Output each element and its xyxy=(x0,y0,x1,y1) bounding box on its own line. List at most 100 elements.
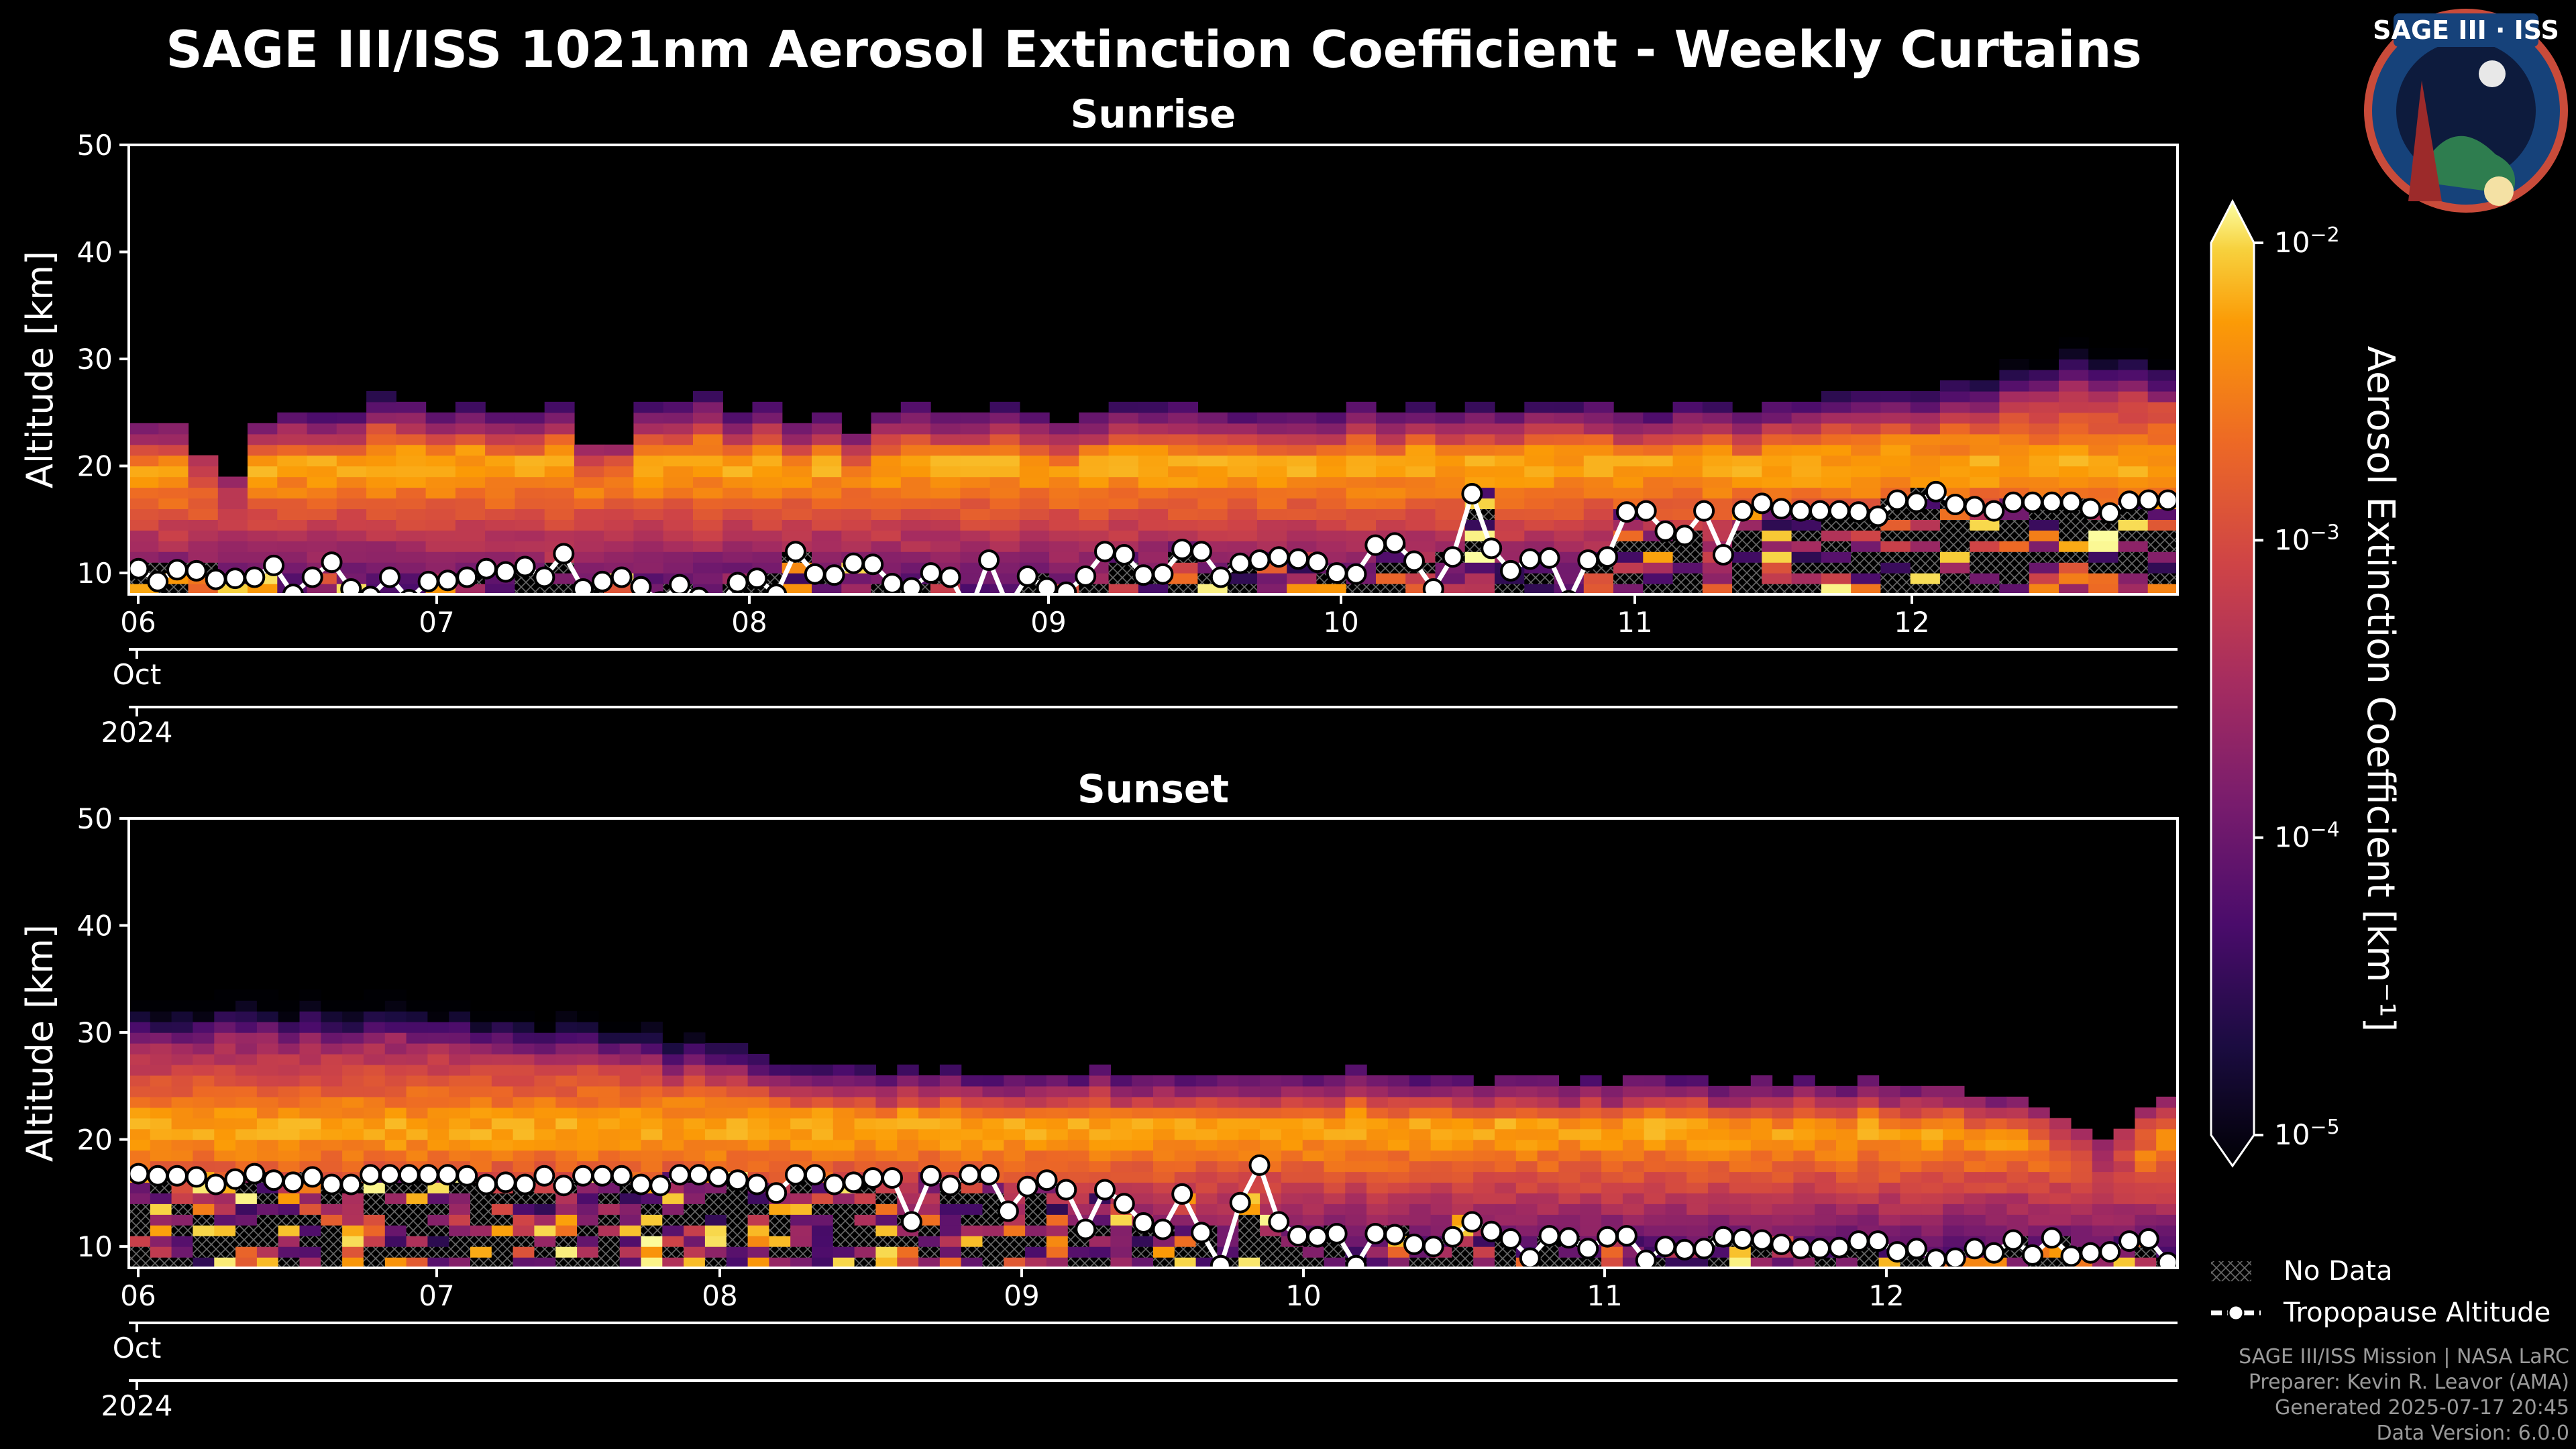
curtain-cell xyxy=(1583,412,1614,424)
curtain-cell xyxy=(1821,530,1851,541)
curtain-cell xyxy=(427,1011,449,1022)
curtain-cell xyxy=(1750,1203,1773,1215)
curtain-cell xyxy=(726,1118,749,1130)
curtain-cell xyxy=(1515,1225,1538,1236)
tropopause-marker xyxy=(476,1173,497,1195)
curtain-cell xyxy=(1260,1128,1282,1140)
curtain-cell xyxy=(1732,433,1762,445)
curtain-cell xyxy=(188,476,219,488)
tropopause-marker xyxy=(166,559,188,581)
curtain-cell xyxy=(1287,476,1318,488)
curtain-cell xyxy=(704,1064,727,1076)
curtain-cell xyxy=(747,1107,769,1119)
curtain-cell xyxy=(1900,1171,1922,1183)
curtain-cell xyxy=(1851,444,1881,456)
curtain-cell xyxy=(278,1193,301,1204)
curtain-cell xyxy=(1644,1150,1666,1162)
curtain-cell xyxy=(406,1085,428,1097)
curtain-cell xyxy=(1601,1246,1623,1258)
curtain-cell xyxy=(1793,1139,1815,1151)
no-data-legend-item: No Data xyxy=(2211,1256,2393,1287)
curtain-cell xyxy=(1019,508,1050,520)
curtain-cell xyxy=(790,1150,812,1162)
no-data-cell xyxy=(1004,1246,1026,1258)
no-data-cell xyxy=(1762,584,1792,594)
curtain-cell xyxy=(1168,573,1198,584)
curtain-cell xyxy=(425,412,456,424)
curtain-cell xyxy=(1366,1161,1389,1173)
no-data-cell xyxy=(726,1225,749,1236)
curtain-cell xyxy=(214,1000,236,1012)
curtain-cell xyxy=(662,1043,684,1055)
curtain-cell xyxy=(900,541,931,552)
curtain-cell xyxy=(598,1118,621,1130)
curtain-cell xyxy=(577,1022,599,1033)
tropopause-marker xyxy=(1268,1211,1290,1233)
curtain-cell xyxy=(1495,519,1525,531)
curtain-cell xyxy=(2049,1203,2072,1215)
no-data-cell xyxy=(918,1225,941,1236)
curtain-cell xyxy=(812,1246,834,1258)
curtain-cell xyxy=(425,433,456,445)
curtain-cell xyxy=(158,444,189,456)
curtain-cell xyxy=(704,1150,727,1162)
curtain-cell xyxy=(752,412,783,424)
curtain-cell xyxy=(619,1107,642,1119)
curtain-cell xyxy=(129,1011,151,1022)
curtain-cell xyxy=(485,584,515,594)
curtain-cell xyxy=(1622,1171,1645,1183)
curtain-cell xyxy=(342,1054,364,1065)
curtain-cell xyxy=(455,519,486,531)
curtain-cell xyxy=(875,1225,898,1236)
curtain-cell xyxy=(1227,541,1258,552)
curtain-cell xyxy=(2113,1257,2135,1268)
curtain-cell xyxy=(150,1085,172,1097)
curtain-cell xyxy=(1019,498,1050,509)
curtain-cell xyxy=(693,487,723,499)
tropopause-marker xyxy=(1674,525,1696,547)
curtain-cell xyxy=(871,508,902,520)
tropopause-marker xyxy=(1770,1233,1792,1255)
curtain-cell xyxy=(782,498,812,509)
curtain-cell xyxy=(171,1011,193,1022)
curtain-cell xyxy=(1921,1214,1943,1226)
curtain-cell xyxy=(1921,1150,1943,1162)
curtain-cell xyxy=(427,1096,449,1108)
curtain-cell xyxy=(342,1096,364,1108)
curtain-cell xyxy=(961,1236,983,1247)
curtain-cell xyxy=(534,1225,556,1236)
curtain-cell xyxy=(515,530,545,541)
curtain-cell xyxy=(871,423,902,435)
tropopause-marker xyxy=(1248,549,1271,571)
curtain-cell xyxy=(214,1128,236,1140)
curtain-cell xyxy=(1921,1236,1943,1247)
curtain-cell xyxy=(307,433,337,445)
curtain-cell xyxy=(1281,1203,1303,1215)
curtain-cell xyxy=(1153,1075,1175,1087)
no-data-cell xyxy=(470,1257,492,1268)
curtain-cell xyxy=(722,541,753,552)
curtain-cell xyxy=(1821,401,1851,413)
curtain-cell xyxy=(485,541,515,552)
curtain-cell xyxy=(1067,1246,1090,1258)
curtain-cell xyxy=(544,412,575,424)
curtain-cell xyxy=(1174,1171,1197,1183)
curtain-cell xyxy=(307,541,337,552)
curtain-cell xyxy=(1174,1257,1197,1268)
curtain-cell xyxy=(722,476,753,488)
tropopause-marker xyxy=(185,1166,207,1188)
tropopause-marker xyxy=(1847,1230,1870,1252)
curtain-cell xyxy=(1821,444,1851,456)
curtain-cell xyxy=(1452,1075,1474,1087)
curtain-cell xyxy=(1821,433,1851,445)
curtain-cell xyxy=(1195,1182,1218,1193)
tropopause-marker xyxy=(1925,1248,1947,1268)
curtain-cell xyxy=(1554,476,1585,488)
curtain-cell xyxy=(2088,444,2119,456)
no-data-cell xyxy=(1999,551,2030,563)
curtain-cell xyxy=(577,1246,599,1258)
curtain-cell xyxy=(1227,455,1258,467)
curtain-cell xyxy=(427,1075,449,1087)
curtain-cell xyxy=(193,1022,215,1033)
